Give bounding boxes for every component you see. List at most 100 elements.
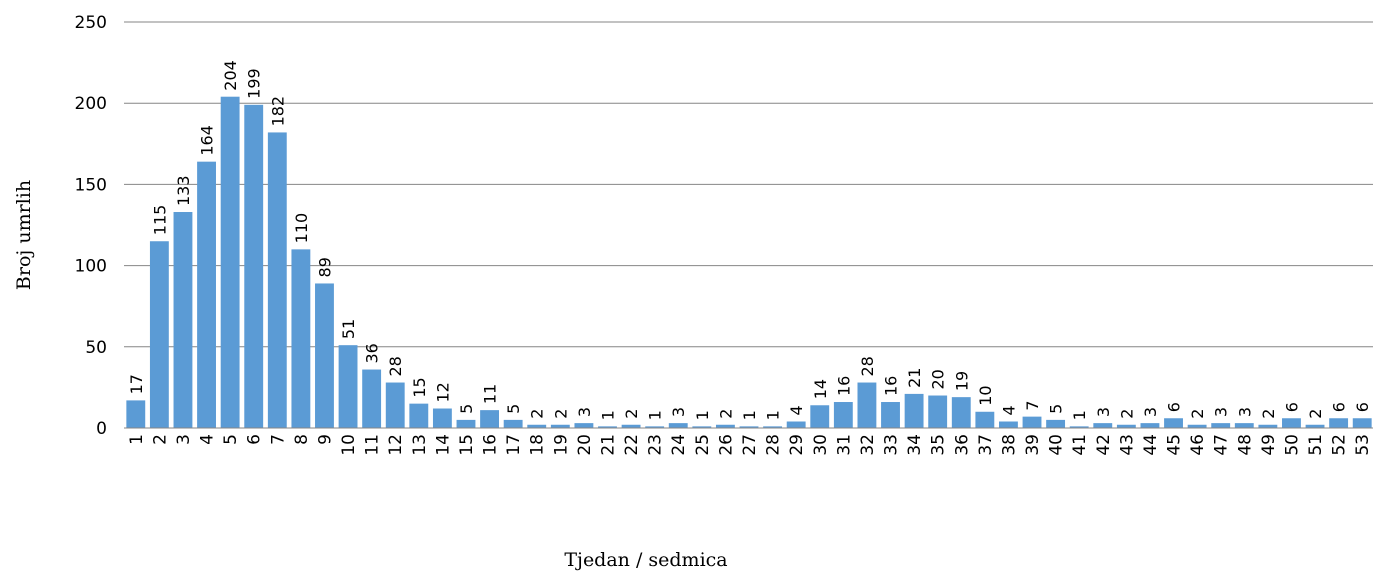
x-tick-label: 37 — [976, 434, 996, 456]
x-tick-label: 29 — [787, 434, 807, 456]
data-label: 1 — [693, 410, 712, 420]
x-tick-label: 7 — [268, 434, 288, 445]
data-label: 10 — [976, 385, 995, 405]
bars — [126, 96, 1372, 428]
bar — [1305, 424, 1325, 428]
bar — [951, 397, 971, 428]
bar — [1046, 419, 1066, 428]
x-tick-label: 51 — [1306, 434, 1326, 456]
x-tick-label: 47 — [1212, 434, 1232, 456]
data-label: 16 — [834, 376, 853, 396]
data-label: 3 — [1212, 407, 1231, 417]
x-tick-label: 27 — [740, 434, 760, 456]
bar — [645, 426, 665, 428]
bar — [928, 395, 948, 428]
data-label: 12 — [433, 382, 452, 402]
data-label: 3 — [1094, 407, 1113, 417]
bar — [220, 96, 240, 428]
x-tick-label: 18 — [528, 434, 548, 456]
bar — [1258, 424, 1278, 428]
bar — [810, 405, 830, 428]
data-label: 6 — [1330, 402, 1349, 412]
data-label: 19 — [952, 371, 971, 391]
bar — [126, 400, 146, 428]
x-tick-label: 30 — [811, 434, 831, 456]
x-tick-label: 15 — [457, 434, 477, 456]
x-tick-label: 44 — [1141, 434, 1161, 456]
bar — [621, 424, 641, 428]
x-tick-label: 31 — [834, 434, 854, 456]
data-label: 3 — [1235, 407, 1254, 417]
data-label: 28 — [858, 356, 877, 376]
data-label: 182 — [268, 96, 287, 127]
bar — [1164, 418, 1183, 428]
x-tick-label: 12 — [386, 434, 406, 456]
data-label: 204 — [221, 60, 240, 91]
x-tick-label: 21 — [598, 434, 618, 456]
x-tick-label: 41 — [1070, 434, 1090, 456]
data-label: 17 — [127, 374, 146, 394]
data-label: 6 — [1353, 402, 1372, 412]
bar — [1093, 423, 1113, 428]
bar — [527, 424, 547, 428]
x-tick-label: 11 — [363, 434, 383, 456]
data-label: 2 — [1306, 409, 1325, 419]
bar — [291, 249, 311, 428]
x-tick-label: 17 — [504, 434, 524, 456]
data-label: 4 — [999, 405, 1018, 415]
bar — [763, 426, 783, 428]
data-label: 110 — [292, 213, 311, 244]
y-tick-label: 150 — [75, 175, 107, 195]
x-tick-label: 53 — [1353, 434, 1373, 456]
data-label: 2 — [1259, 409, 1278, 419]
data-label: 20 — [929, 369, 948, 389]
x-tick-label: 9 — [315, 434, 335, 445]
y-tick-labels: 0 50 100 150 200 250 — [75, 13, 107, 439]
x-axis-title: Tjedan / sedmica — [564, 549, 727, 571]
bar — [904, 393, 924, 428]
data-label: 51 — [339, 319, 358, 339]
x-tick-label: 39 — [1023, 434, 1043, 456]
gridlines — [124, 21, 1373, 348]
data-label: 89 — [315, 257, 334, 277]
data-label: 36 — [363, 343, 382, 363]
bar — [1116, 424, 1136, 428]
x-tick-label: 34 — [905, 434, 925, 456]
data-label: 15 — [410, 377, 429, 397]
bar — [598, 426, 617, 428]
bar — [668, 423, 688, 428]
bar — [739, 426, 759, 428]
data-label: 1 — [1070, 410, 1089, 420]
x-tick-label: 26 — [716, 434, 736, 456]
bar — [362, 369, 382, 428]
x-tick-label: 42 — [1094, 434, 1114, 456]
data-label: 3 — [575, 407, 594, 417]
x-tick-label: 49 — [1259, 434, 1279, 456]
data-label: 2 — [1188, 409, 1207, 419]
x-tick-label: 52 — [1330, 434, 1350, 456]
data-label: 21 — [905, 368, 924, 388]
x-tick-label: 20 — [575, 434, 595, 456]
y-tick-label: 200 — [75, 94, 107, 114]
data-label: 6 — [1165, 402, 1184, 412]
x-tick-label: 6 — [245, 434, 265, 445]
bar — [715, 424, 735, 428]
y-tick-label: 50 — [85, 338, 107, 358]
x-tick-label: 50 — [1282, 434, 1302, 456]
x-tick-label: 19 — [551, 434, 571, 456]
y-tick-label: 0 — [96, 419, 107, 439]
x-tick-label: 32 — [858, 434, 878, 456]
x-tick-label: 5 — [221, 434, 241, 445]
data-label: 1 — [598, 410, 617, 420]
bar — [197, 161, 216, 428]
data-label: 164 — [198, 125, 217, 156]
bar — [857, 382, 877, 428]
data-label: 2 — [716, 409, 735, 419]
bar — [1211, 423, 1231, 428]
bar — [315, 283, 334, 428]
x-tick-label: 10 — [339, 434, 359, 456]
bar — [173, 212, 193, 428]
data-label: 16 — [882, 376, 901, 396]
y-axis-title: Broj umrlih — [13, 180, 35, 290]
